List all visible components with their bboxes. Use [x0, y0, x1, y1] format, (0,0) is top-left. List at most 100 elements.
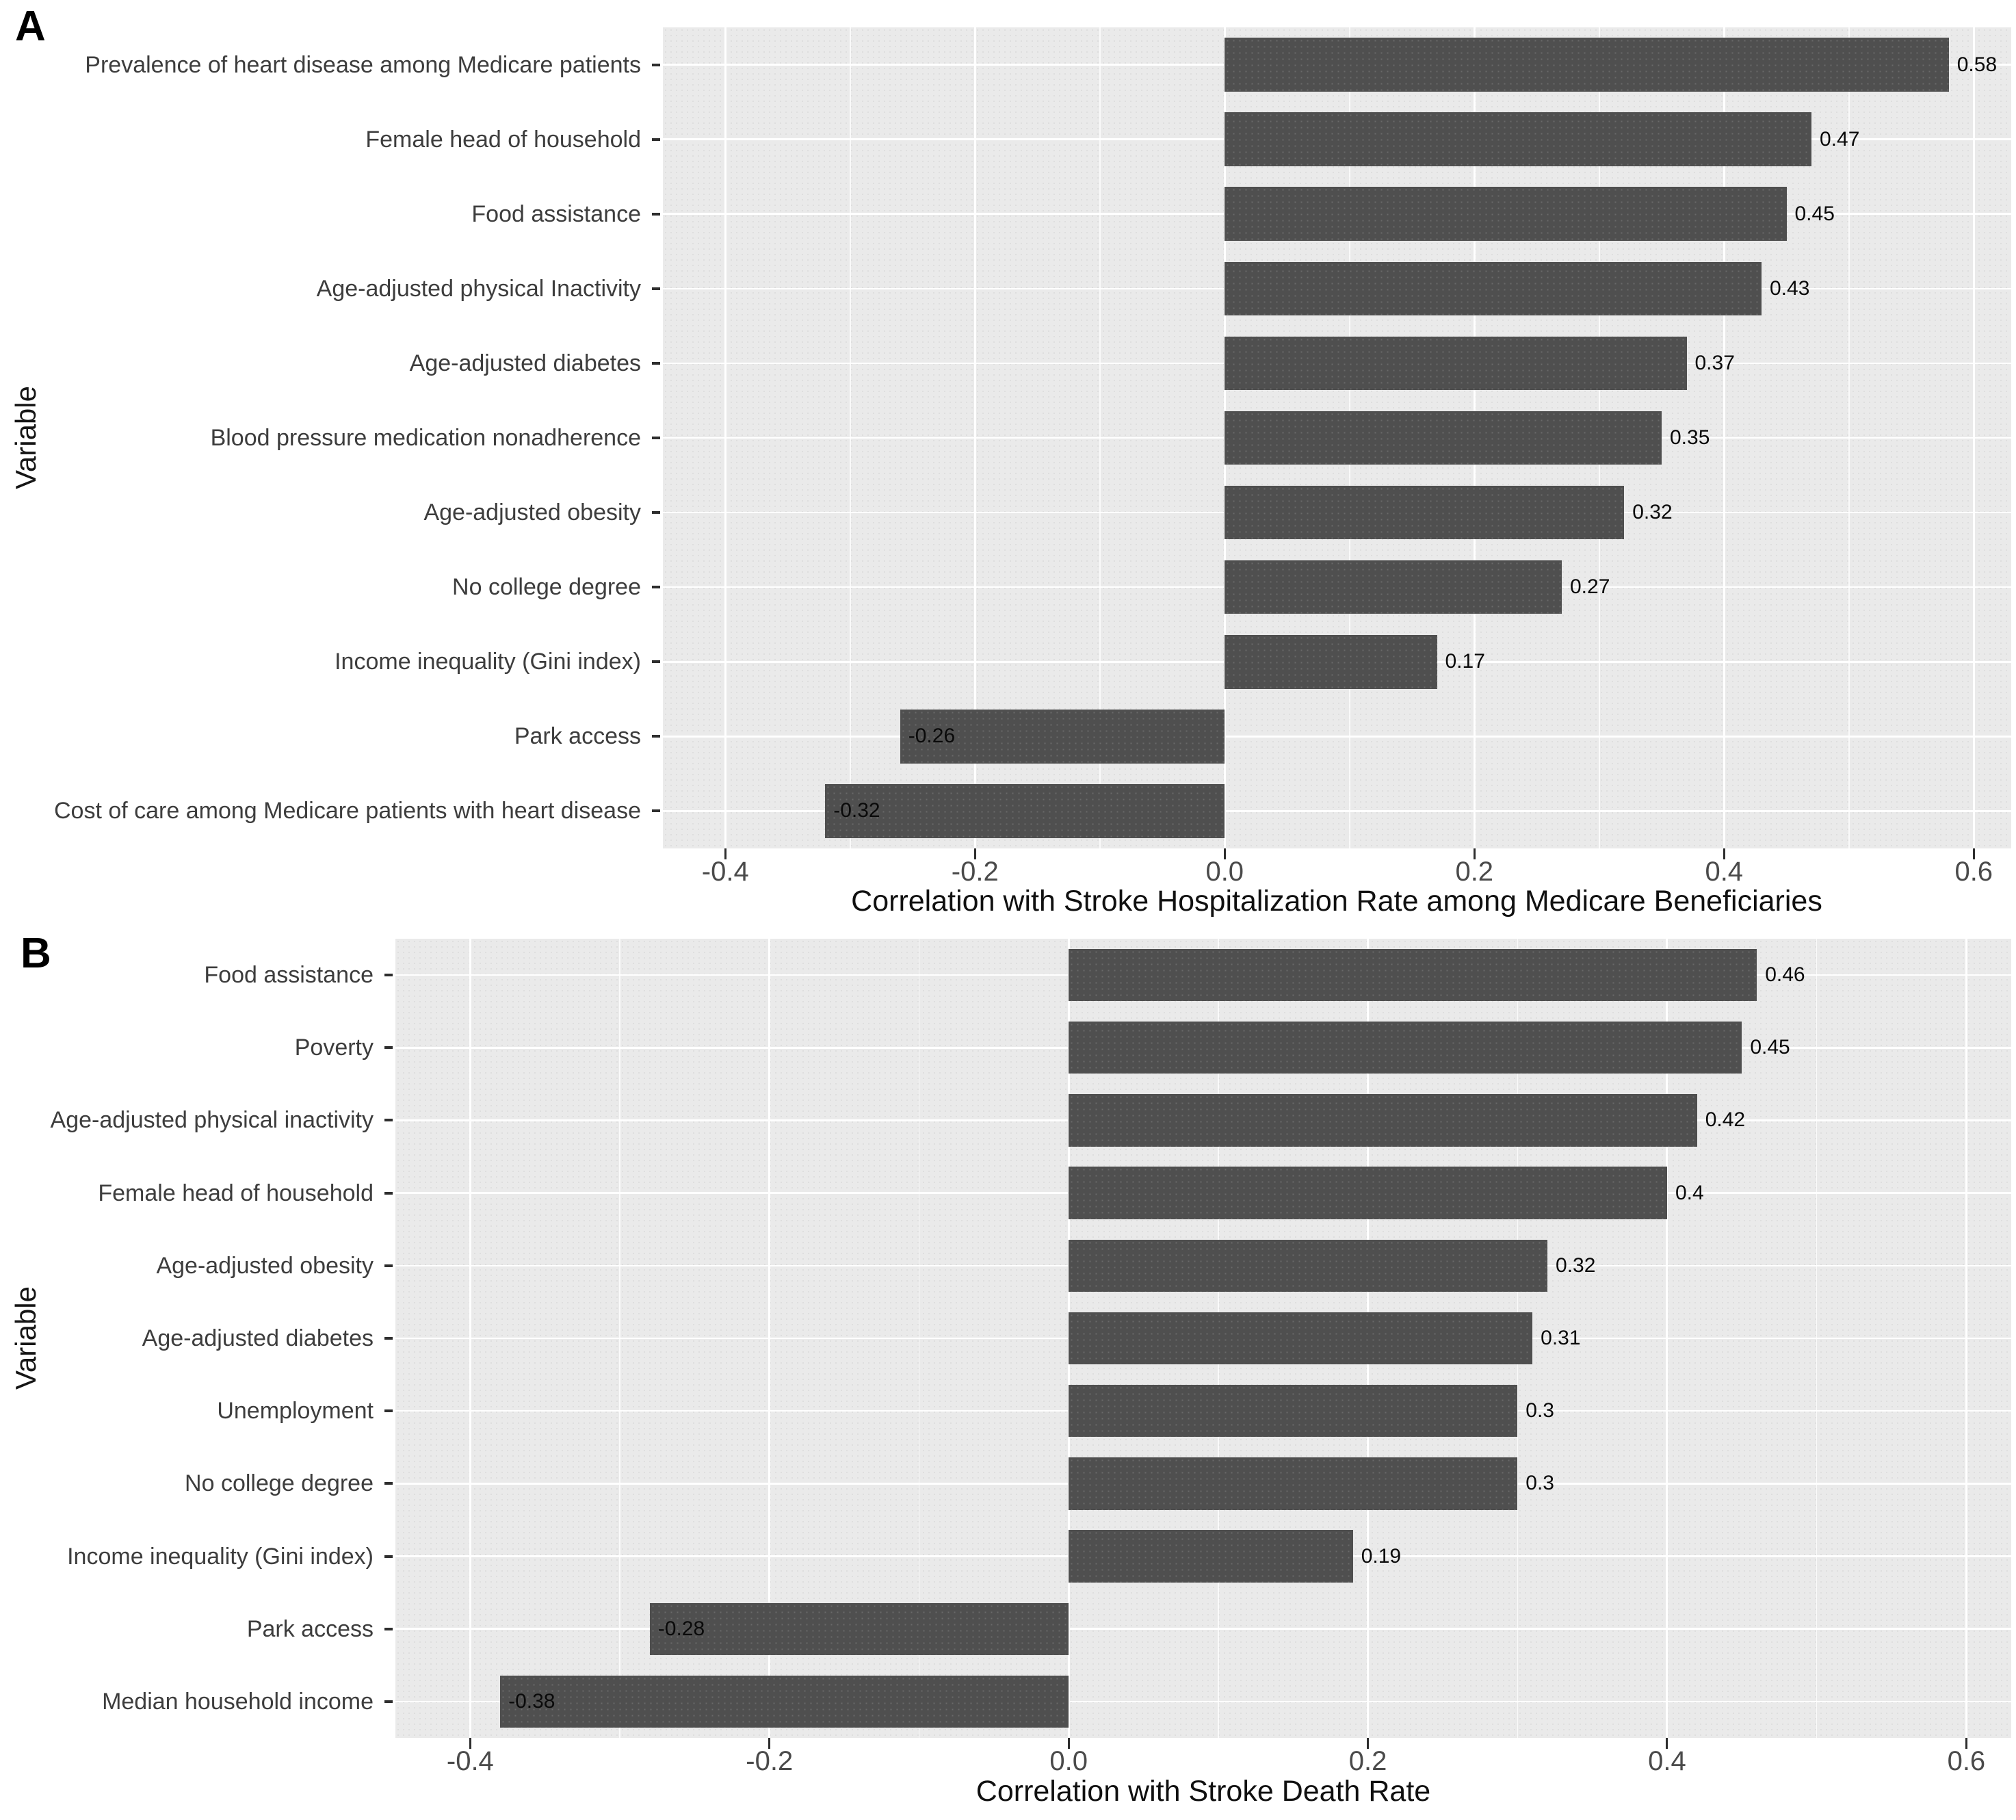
y-tick-mark — [384, 1337, 393, 1340]
value-label: 0.3 — [1526, 1472, 1554, 1495]
category-label: Age-adjusted obesity — [423, 499, 641, 526]
category-label: Food assistance — [204, 962, 374, 989]
category-label: Median household income — [102, 1688, 374, 1715]
bar-cost-of-care-among-medicare-patients-with-heart-disease — [825, 784, 1225, 838]
bar-prevalence-of-heart-disease-among-medicare-patients — [1225, 38, 1949, 92]
y-tick-mark — [652, 586, 660, 589]
bar-age-adjusted-diabetes — [1225, 336, 1687, 391]
x-tick-label: 0.0 — [1049, 1746, 1088, 1776]
x-tick-label: 0.0 — [1205, 857, 1244, 887]
bar-blood-pressure-medication-nonadherence — [1225, 411, 1662, 465]
y-tick-mark — [384, 1409, 393, 1413]
x-tick-mark — [1067, 1738, 1070, 1749]
category-label: Unemployment — [217, 1398, 374, 1425]
category-label: Cost of care among Medicare patients wit… — [53, 798, 641, 824]
x-tick-mark — [1223, 848, 1226, 859]
y-tick-mark — [652, 809, 660, 813]
x-tick-mark — [1367, 1738, 1370, 1749]
value-label: -0.28 — [657, 1617, 705, 1640]
value-label: -0.32 — [833, 799, 880, 822]
y-tick-mark — [652, 437, 660, 439]
value-label: 0.27 — [1569, 575, 1610, 599]
plot-area: 0.46 0.45 0.42 0.4 0.32 0.31 0.3 0.3 0.19 -0.28 -0… — [395, 939, 2011, 1738]
value-label: 0.45 — [1750, 1036, 1790, 1059]
category-label: Blood pressure medication nonadherence — [210, 425, 641, 451]
value-label: 0.4 — [1675, 1181, 1704, 1204]
value-label: 0.17 — [1445, 650, 1485, 673]
bar-park-access — [900, 710, 1225, 764]
x-tick-mark — [469, 1738, 471, 1749]
y-tick-mark — [652, 735, 660, 738]
y-tick-mark — [652, 660, 660, 664]
value-label: 0.32 — [1556, 1253, 1596, 1277]
x-tick-mark — [1972, 848, 1975, 859]
panel-a-tag: A — [15, 3, 46, 50]
value-label: -0.26 — [908, 725, 956, 748]
x-tick-mark — [973, 848, 976, 859]
value-label: -0.38 — [508, 1689, 555, 1713]
category-label: No college degree — [185, 1470, 374, 1497]
bar-age-adjusted-obesity — [1225, 485, 1625, 540]
y-tick-mark — [652, 361, 660, 365]
x-tick-label: 0.6 — [1954, 857, 1993, 887]
x-tick-label: -0.2 — [951, 857, 999, 887]
x-tick-mark — [1666, 1738, 1668, 1749]
bar-age-adjusted-physical-inactivity — [1069, 1094, 1697, 1147]
y-tick-mark — [384, 1119, 393, 1122]
y-tick-mark — [384, 1555, 393, 1558]
value-label: 0.42 — [1705, 1108, 1746, 1132]
value-label: 0.37 — [1694, 351, 1735, 374]
category-label: No college degree — [452, 574, 641, 601]
y-tick-mark — [384, 1700, 393, 1703]
value-label: 0.45 — [1794, 202, 1835, 225]
x-tick-label: -0.2 — [746, 1746, 794, 1776]
x-tick-label: -0.4 — [701, 857, 749, 887]
bar-poverty — [1069, 1022, 1742, 1074]
row-gridline — [395, 1628, 2011, 1630]
row-gridline — [395, 1700, 2011, 1703]
row-gridline — [663, 810, 2011, 812]
row-gridline — [663, 736, 2011, 738]
x-tick-mark — [1965, 1738, 1967, 1749]
bar-female-head-of-household — [1225, 112, 1811, 166]
category-label: Income inequality (Gini index) — [67, 1543, 374, 1570]
category-label: Age-adjusted obesity — [156, 1252, 374, 1279]
value-label: 0.32 — [1632, 501, 1673, 524]
bar-income-inequality-gini-index- — [1225, 635, 1437, 689]
category-label: Female head of household — [98, 1180, 374, 1206]
value-label: 0.31 — [1541, 1327, 1581, 1349]
y-tick-mark — [652, 511, 660, 515]
bar-age-adjusted-obesity — [1069, 1239, 1547, 1292]
x-tick-label: 0.4 — [1705, 857, 1744, 887]
bar-age-adjusted-diabetes — [1069, 1312, 1533, 1365]
plot-area: 0.58 0.47 0.45 0.43 0.37 0.35 0.32 0.27 0.17 -0.2… — [663, 27, 2011, 848]
y-tick-mark — [384, 1264, 393, 1267]
bar-food-assistance — [1069, 948, 1757, 1002]
value-label: 0.47 — [1820, 127, 1860, 151]
y-tick-mark — [384, 1046, 393, 1050]
bar-no-college-degree — [1069, 1457, 1518, 1510]
value-label: 0.35 — [1670, 426, 1710, 449]
category-label: Park access — [514, 723, 641, 750]
bar-no-college-degree — [1225, 560, 1562, 614]
x-tick-label: 0.6 — [1947, 1746, 1986, 1776]
x-tick-mark — [724, 848, 726, 859]
y-tick-mark — [384, 1627, 393, 1630]
y-tick-mark — [384, 1191, 393, 1195]
value-label: 0.58 — [1956, 53, 1998, 76]
x-tick-mark — [768, 1738, 771, 1749]
panel-b-tag: B — [21, 930, 51, 977]
y-tick-mark — [652, 63, 660, 66]
category-label: Prevalence of heart disease among Medica… — [85, 51, 641, 78]
value-label: 0.19 — [1361, 1544, 1402, 1568]
bar-park-access — [649, 1602, 1069, 1655]
x-tick-label: 0.2 — [1455, 857, 1494, 887]
category-label: Food assistance — [471, 200, 641, 227]
value-label: 0.43 — [1770, 276, 1810, 300]
category-label: Age-adjusted physical inactivity — [50, 1107, 374, 1134]
value-label: 0.3 — [1526, 1399, 1554, 1422]
x-tick-label: 0.2 — [1348, 1746, 1387, 1776]
category-label: Income inequality (Gini index) — [335, 649, 641, 675]
x-tick-mark — [1723, 848, 1725, 859]
